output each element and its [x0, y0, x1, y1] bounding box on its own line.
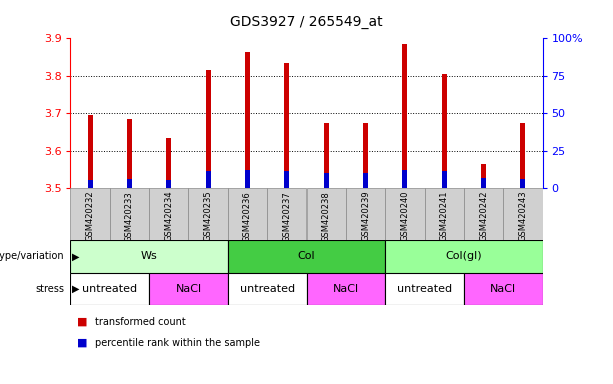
Bar	[324, 122, 329, 188]
Bar	[363, 122, 368, 188]
Text: GSM420232: GSM420232	[86, 191, 94, 242]
Text: GSM420243: GSM420243	[519, 191, 527, 242]
Bar	[127, 119, 132, 188]
Bar	[385, 273, 464, 305]
Text: transformed count: transformed count	[95, 317, 186, 327]
Bar	[520, 122, 525, 188]
Text: NaCl: NaCl	[175, 284, 202, 294]
Bar	[267, 188, 306, 240]
Text: stress: stress	[36, 284, 64, 294]
Text: untreated: untreated	[397, 284, 452, 294]
Text: untreated: untreated	[240, 284, 295, 294]
Bar	[403, 44, 407, 188]
Text: GSM420235: GSM420235	[204, 191, 213, 242]
Bar	[149, 273, 228, 305]
Text: GSM420241: GSM420241	[440, 191, 449, 241]
Bar	[403, 170, 407, 188]
Bar	[127, 179, 132, 188]
Bar	[70, 188, 110, 240]
Bar	[464, 273, 543, 305]
Text: ▶: ▶	[72, 284, 79, 294]
Bar	[363, 173, 368, 188]
Bar	[70, 273, 149, 305]
Bar	[149, 188, 189, 240]
Bar	[385, 240, 543, 273]
Bar	[424, 188, 464, 240]
Text: ■: ■	[77, 317, 87, 327]
Text: GDS3927 / 265549_at: GDS3927 / 265549_at	[230, 15, 383, 29]
Bar	[206, 70, 210, 188]
Text: GSM420238: GSM420238	[322, 191, 330, 242]
Bar	[346, 188, 385, 240]
Bar	[228, 188, 267, 240]
Bar	[306, 188, 346, 240]
Text: percentile rank within the sample: percentile rank within the sample	[95, 338, 260, 348]
Text: NaCl: NaCl	[490, 284, 516, 294]
Text: NaCl: NaCl	[333, 284, 359, 294]
Bar	[481, 179, 486, 188]
Bar	[189, 188, 228, 240]
Text: GSM420240: GSM420240	[400, 191, 409, 241]
Bar	[228, 240, 385, 273]
Bar	[442, 74, 446, 188]
Bar	[284, 171, 289, 188]
Text: genotype/variation: genotype/variation	[0, 251, 64, 262]
Text: Col(gl): Col(gl)	[446, 251, 482, 262]
Bar	[245, 170, 250, 188]
Bar	[88, 180, 93, 188]
Bar	[464, 188, 503, 240]
Bar	[88, 115, 93, 188]
Text: Col: Col	[298, 251, 315, 262]
Bar	[167, 180, 171, 188]
Bar	[167, 137, 171, 188]
Text: untreated: untreated	[82, 284, 137, 294]
Bar	[520, 179, 525, 188]
Bar	[228, 273, 306, 305]
Text: GSM420239: GSM420239	[361, 191, 370, 242]
Text: ▶: ▶	[72, 251, 79, 262]
Bar	[503, 188, 543, 240]
Bar	[70, 240, 228, 273]
Bar	[284, 63, 289, 188]
Text: GSM420242: GSM420242	[479, 191, 488, 241]
Text: GSM420234: GSM420234	[164, 191, 173, 242]
Bar	[306, 273, 385, 305]
Text: GSM420237: GSM420237	[283, 191, 291, 242]
Bar	[110, 188, 149, 240]
Bar	[324, 173, 329, 188]
Bar	[385, 188, 424, 240]
Text: GSM420236: GSM420236	[243, 191, 252, 242]
Bar	[442, 170, 446, 188]
Bar	[206, 170, 210, 188]
Text: Ws: Ws	[141, 251, 158, 262]
Bar	[481, 164, 486, 188]
Bar	[245, 51, 250, 188]
Text: ■: ■	[77, 338, 87, 348]
Text: GSM420233: GSM420233	[125, 191, 134, 242]
